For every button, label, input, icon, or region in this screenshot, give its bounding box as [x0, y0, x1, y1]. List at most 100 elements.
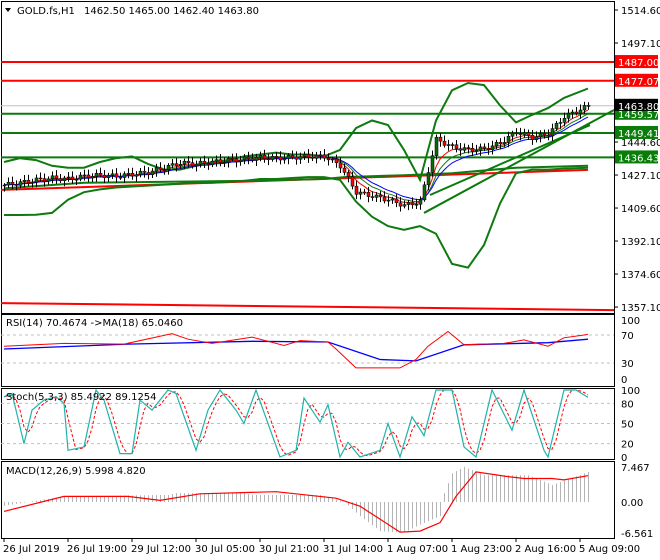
- candle-body: [78, 174, 83, 180]
- candle-body: [114, 173, 119, 178]
- price-tick-label: 1357.10: [621, 303, 660, 314]
- stoch-tick-label: 80: [621, 399, 634, 410]
- level-tag-label: 1459.57: [618, 110, 659, 121]
- time-tick-label: 31 Jul 14:00: [323, 544, 383, 555]
- candle-body: [170, 163, 175, 166]
- macd-tick-label: 0.00: [621, 498, 643, 509]
- candle-body: [518, 133, 523, 135]
- macd-tick-label: 7.467: [621, 463, 650, 474]
- candle-body: [390, 198, 395, 201]
- candle-body: [450, 144, 455, 146]
- candle-body: [178, 163, 183, 167]
- time-axis-labels: 26 Jul 2019 26 Jul 19:00 29 Jul 12:00 30…: [3, 544, 640, 555]
- candle-body: [198, 160, 203, 165]
- candle-body: [186, 160, 191, 163]
- rsi-panel[interactable]: [1, 330, 614, 369]
- candle-body: [382, 196, 387, 202]
- candle-body: [402, 204, 407, 207]
- candle-body: [246, 156, 251, 160]
- candle-body: [350, 176, 355, 187]
- candle-body: [2, 184, 7, 187]
- candle-body: [266, 158, 271, 160]
- rsi-line: [3, 330, 589, 369]
- candle-body: [550, 128, 555, 137]
- stoch-tick-label: 50: [621, 420, 634, 431]
- candle-body: [546, 134, 551, 137]
- macd-panel[interactable]: [3, 466, 589, 533]
- candle-body: [254, 156, 259, 161]
- candle-body: [334, 158, 339, 164]
- rsi-tick-label: 70: [621, 331, 634, 342]
- panel-frame-1: [1, 314, 615, 387]
- candle-body: [190, 162, 195, 167]
- price-tick-label: 1497.10: [621, 39, 660, 50]
- candle-body: [294, 156, 299, 160]
- candle-body: [462, 147, 467, 151]
- candle-body: [394, 198, 399, 204]
- candle-body: [134, 174, 139, 177]
- candle-body: [358, 191, 363, 195]
- candle-body: [330, 158, 335, 161]
- candle-body: [586, 105, 591, 107]
- candle-body: [434, 136, 439, 156]
- stoch-title: Stoch(5,3,3) 85.4922 89.1254: [6, 392, 157, 403]
- candle-body: [34, 177, 39, 183]
- candle-body: [454, 144, 459, 149]
- candle-body: [366, 191, 371, 197]
- candle-body: [258, 154, 263, 158]
- candle-body: [398, 202, 403, 207]
- candle-body: [14, 184, 19, 186]
- candle-body: [470, 148, 475, 152]
- candle-body: [510, 132, 515, 137]
- candle-body: [242, 156, 247, 161]
- panel-frames: [1, 1, 615, 539]
- candle-body: [174, 163, 179, 167]
- candle-body: [42, 178, 47, 182]
- candle-body: [90, 176, 95, 179]
- rsi-ma-line: [3, 338, 589, 362]
- candle-body: [282, 158, 287, 161]
- candle-body: [270, 156, 275, 160]
- envelope-line: [3, 164, 589, 190]
- candle-body: [62, 177, 67, 181]
- candle-body: [226, 158, 231, 163]
- macd-tick-label: -6.561: [621, 529, 653, 540]
- dropdown-triangle-icon[interactable]: [5, 8, 11, 12]
- candle-body: [346, 172, 351, 177]
- candle-body: [478, 146, 483, 151]
- candle-body: [342, 167, 347, 173]
- candle-body: [446, 144, 451, 146]
- level-tag-label: 1449.41: [618, 129, 659, 140]
- stochastic-panel[interactable]: [1, 388, 614, 459]
- candle-body: [74, 178, 79, 181]
- candle-body: [306, 154, 311, 158]
- bollinger-upper-band: [3, 81, 589, 183]
- trend-line-3: [429, 124, 591, 196]
- candle-body: [10, 181, 15, 185]
- price-tick-label: 1409.60: [621, 204, 660, 215]
- price-panel[interactable]: [0, 61, 614, 312]
- candle-body: [506, 136, 511, 143]
- candle-body: [310, 156, 315, 159]
- candle-body: [138, 170, 143, 176]
- candle-body: [118, 176, 123, 179]
- candle-body: [146, 172, 151, 175]
- candle-body: [374, 194, 379, 198]
- candle-body: [290, 155, 295, 158]
- candle-body: [534, 136, 539, 140]
- candle-body: [494, 142, 499, 147]
- price-tick-label: 1374.60: [621, 270, 660, 281]
- candle-body: [314, 154, 319, 159]
- panel-frame-3: [1, 461, 615, 539]
- level-tag: [615, 150, 658, 164]
- candle-body: [234, 158, 239, 163]
- trend-line-2: [423, 109, 614, 214]
- candle-body: [430, 155, 435, 173]
- candle-body: [274, 156, 279, 158]
- candle-body: [370, 196, 375, 198]
- candle-body: [106, 174, 111, 178]
- candle-body: [82, 174, 87, 177]
- time-tick-label: 26 Jul 19:00: [67, 544, 127, 555]
- ohlc-label: 1462.50 1465.00 1462.40 1463.80: [84, 6, 259, 17]
